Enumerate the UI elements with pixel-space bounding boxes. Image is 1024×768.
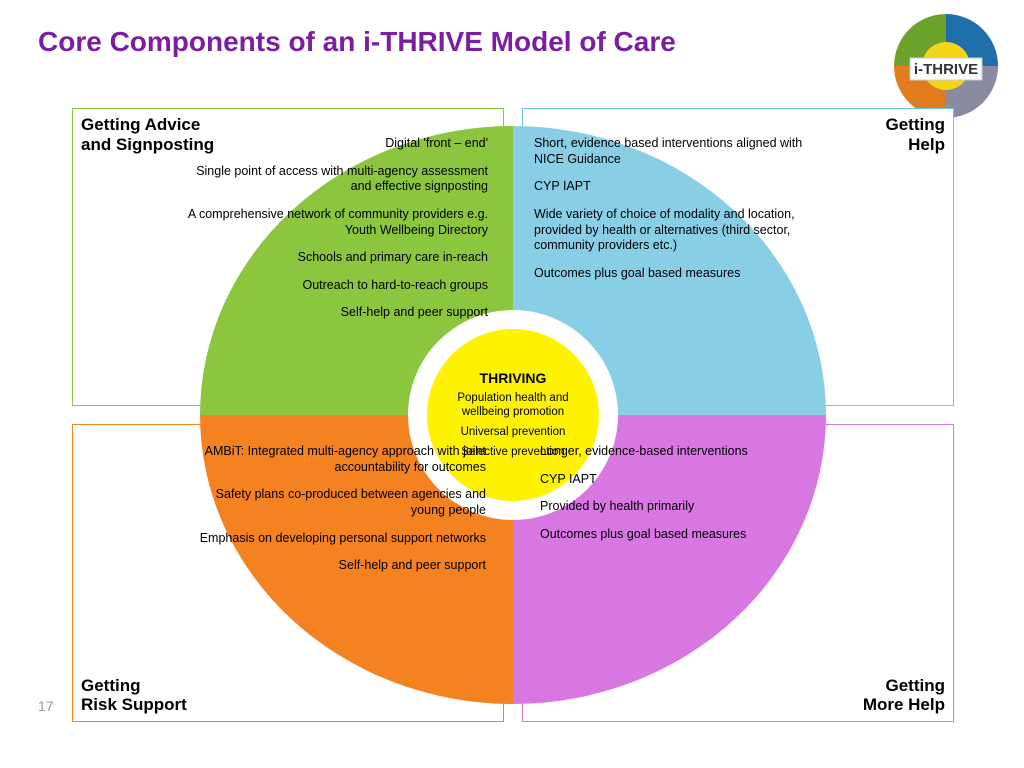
list-item: Schools and primary care in-reach <box>184 250 488 266</box>
list-item: Outcomes plus goal based measures <box>540 527 800 543</box>
center-line-1: Population health and wellbeing promotio… <box>435 392 591 420</box>
list-item: Safety plans co-produced between agencie… <box>190 487 486 518</box>
items-advice: Digital 'front – end' Single point of acc… <box>184 136 488 333</box>
quad-label-help: GettingHelp <box>886 115 946 154</box>
center-line-2: Universal prevention <box>461 426 566 440</box>
list-item: Short, evidence based interventions alig… <box>534 136 824 167</box>
list-item: Longer, evidence-based interventions <box>540 444 800 460</box>
thrive-diagram: Getting Adviceand Signposting GettingHel… <box>72 108 954 728</box>
items-morehelp: Longer, evidence-based interventions CYP … <box>540 444 800 555</box>
list-item: AMBiT: Integrated multi-agency approach … <box>190 444 486 475</box>
quad-label-morehelp: GettingMore Help <box>863 676 945 715</box>
list-item: Provided by health primarily <box>540 499 800 515</box>
list-item: Digital 'front – end' <box>184 136 488 152</box>
items-help: Short, evidence based interventions alig… <box>534 136 824 293</box>
list-item: A comprehensive network of community pro… <box>184 207 488 238</box>
list-item: CYP IAPT <box>534 179 824 195</box>
list-item: CYP IAPT <box>540 472 800 488</box>
list-item: Outreach to hard-to-reach groups <box>184 278 488 294</box>
items-risk: AMBiT: Integrated multi-agency approach … <box>190 444 486 586</box>
list-item: Single point of access with multi-agency… <box>184 164 488 195</box>
list-item: Wide variety of choice of modality and l… <box>534 207 824 254</box>
list-item: Self-help and peer support <box>184 305 488 321</box>
page-number: 17 <box>38 698 54 714</box>
list-item: Emphasis on developing personal support … <box>190 531 486 547</box>
svg-text:i-THRIVE: i-THRIVE <box>914 61 978 78</box>
list-item: Self-help and peer support <box>190 558 486 574</box>
center-title: THRIVING <box>480 370 547 386</box>
quad-label-risk: GettingRisk Support <box>81 676 187 715</box>
list-item: Outcomes plus goal based measures <box>534 266 824 282</box>
page-title: Core Components of an i-THRIVE Model of … <box>38 26 676 58</box>
